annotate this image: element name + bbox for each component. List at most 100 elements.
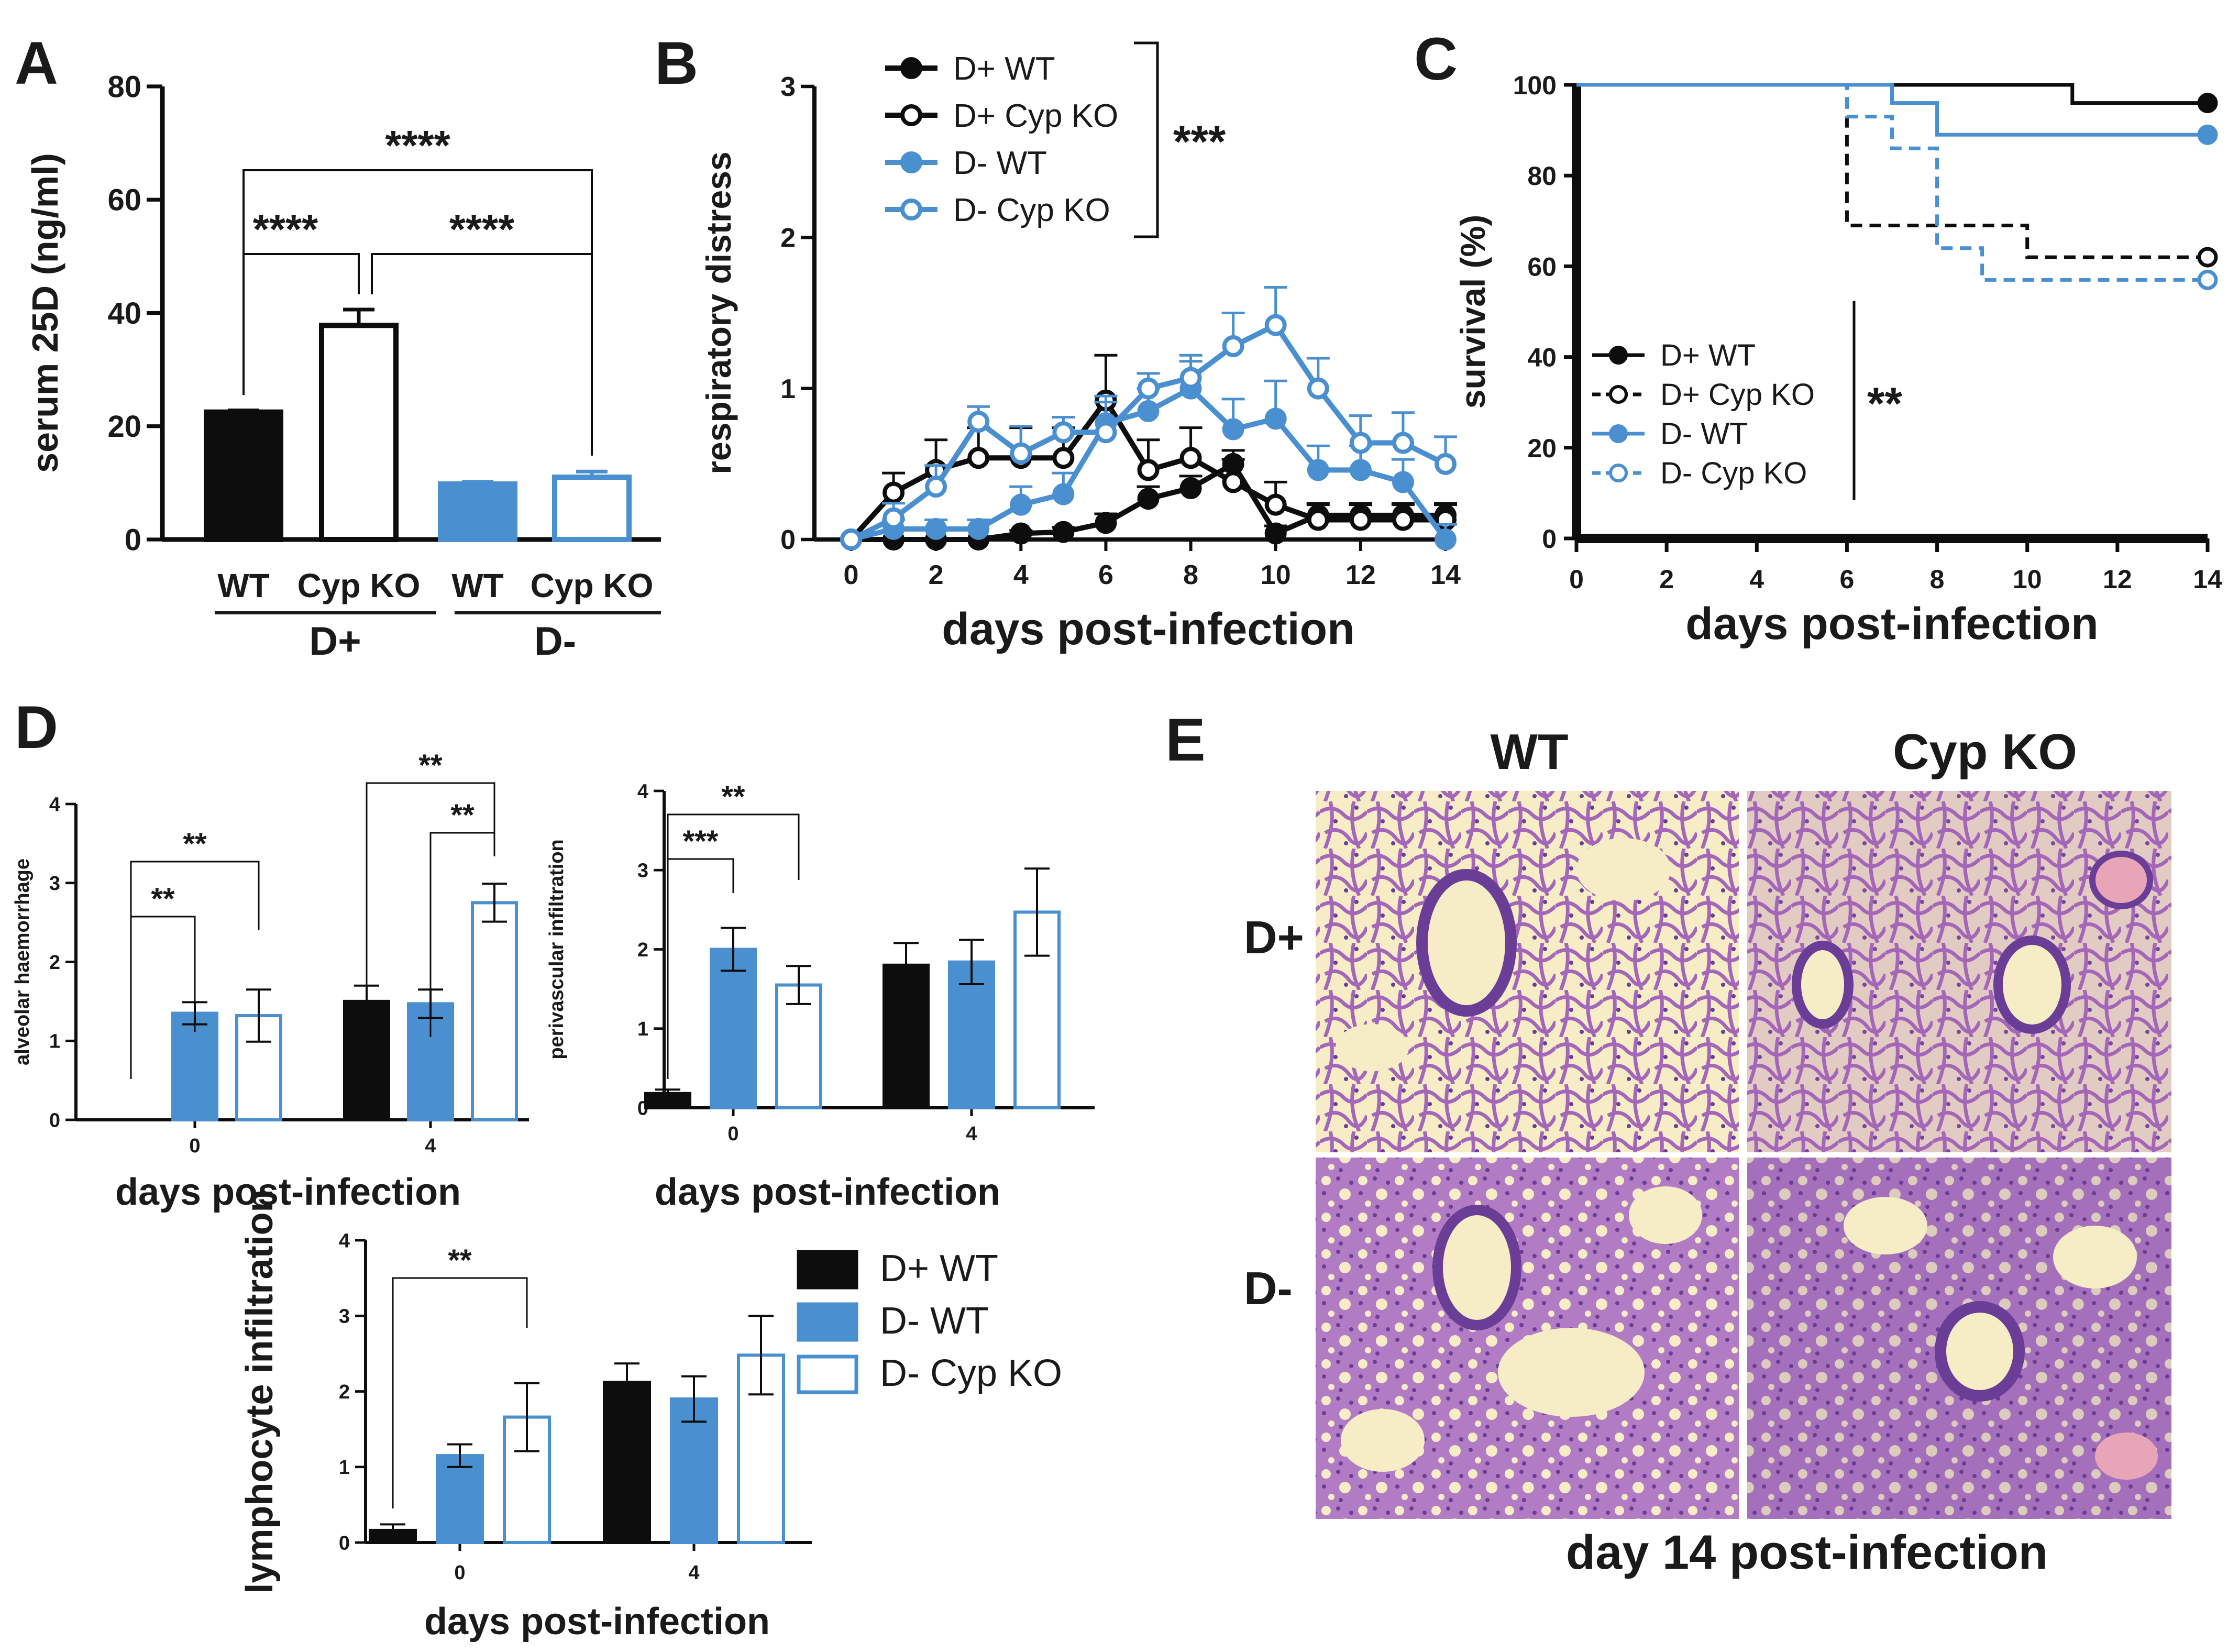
- significance-label: **: [151, 882, 175, 916]
- significance-bracket: [392, 1277, 528, 1508]
- x-tick-label: 8: [1930, 565, 1945, 594]
- data-point: [1137, 459, 1160, 481]
- y-axis-label: respiratory distress: [699, 151, 738, 474]
- data-point: [1095, 421, 1117, 444]
- y-tick-label: 3: [780, 72, 796, 102]
- survival-curve: [1576, 83, 2208, 282]
- legend: D+ WT D+ Cyp KO D- WT D- Cyp KO **: [1592, 301, 1902, 500]
- bar: [319, 323, 399, 542]
- histology-caption: day 14 post-infection: [1566, 1526, 2048, 1579]
- data-point: [1052, 421, 1075, 444]
- data-point: [925, 517, 947, 540]
- significance-label: ***: [683, 824, 719, 858]
- significance-label: ****: [449, 206, 515, 252]
- category-label: 4: [688, 1562, 699, 1584]
- category-label: 4: [966, 1123, 977, 1145]
- data-point: [1307, 377, 1329, 400]
- category-label: 0: [727, 1123, 738, 1145]
- x-tick-label: 0: [1569, 565, 1584, 594]
- group-label-dminus: D-: [534, 619, 576, 664]
- bar: [883, 963, 930, 1109]
- x-axis-label: days post-infection: [424, 1601, 770, 1643]
- significance-bracket: [242, 253, 360, 395]
- y-axis-label: survival (%): [1453, 215, 1492, 409]
- group-label-dplus: D+: [309, 619, 361, 664]
- panel-d1-chart: 0 1 2 3 4 alveolar haemorrhage days post-infec…: [12, 748, 529, 1213]
- series-3: [840, 285, 1457, 550]
- x-axis-label: days post-infection: [1685, 599, 2098, 649]
- bar: [775, 983, 822, 1109]
- y-tick-label: 4: [637, 780, 648, 802]
- histology-image-dplus-wt: [1316, 791, 1739, 1152]
- panel-label-e: E: [1165, 707, 1206, 774]
- y-tick-label: 4: [49, 794, 60, 816]
- data-point: [1010, 522, 1032, 545]
- y-axis-label: lymphocyte infiltration: [239, 1189, 281, 1593]
- y-tick-label: 20: [1527, 434, 1557, 463]
- panel-d-legend: D+ WT D- WT D- Cyp KO: [797, 1248, 1062, 1394]
- y-tick-label: 40: [1527, 343, 1557, 372]
- y-tick-label: 4: [339, 1230, 350, 1252]
- end-point: [2197, 124, 2218, 145]
- legend: D+ WT D+ Cyp KO D- WT D- Cyp KO ***: [885, 41, 1226, 238]
- panel-c-chart: 0 20 40 60 80 100 0 2 4 6 8 10 12 14 survival (%) days …: [1453, 71, 2222, 649]
- data-point: [840, 528, 862, 550]
- data-point: [1137, 377, 1160, 400]
- y-tick-label: 2: [339, 1381, 350, 1403]
- legend-marker: [1609, 464, 1628, 482]
- data-point: [967, 517, 990, 540]
- histology-col-wt: WT: [1490, 724, 1568, 780]
- legend-label: D+ WT: [880, 1248, 998, 1290]
- panel-d3-chart: 0 1 2 3 4 lymphocyte infiltration days post-in…: [239, 1189, 812, 1643]
- category-label: 0: [454, 1562, 465, 1584]
- bar: [204, 409, 283, 542]
- bar: [436, 1454, 484, 1545]
- y-axis-label: serum 25D (ng/ml): [25, 153, 65, 473]
- end-point: [2197, 93, 2218, 114]
- y-tick-label: 1: [49, 1031, 60, 1053]
- panel-label-d: D: [15, 694, 58, 761]
- data-point: [1179, 477, 1202, 499]
- significance-bracket: [667, 813, 800, 1079]
- legend-marker: [1609, 346, 1628, 365]
- y-tick-label: 0: [49, 1109, 60, 1131]
- legend-label: D+ WT: [1660, 338, 1756, 372]
- panel-e-histology: WT Cyp KO D+ D-: [1244, 724, 2171, 1579]
- significance-label: ****: [385, 122, 450, 169]
- bar: [471, 901, 518, 1121]
- y-tick-label: 20: [107, 410, 141, 444]
- data-point: [1052, 447, 1075, 469]
- x-tick-label: 4: [1749, 565, 1764, 594]
- y-axis-label: perivascular infiltration: [546, 839, 568, 1059]
- survival-curve: [1576, 83, 2208, 137]
- significance-bracket: [130, 861, 260, 1079]
- data-point: [1222, 335, 1244, 357]
- histology-image-dminus-wt: [1316, 1158, 1739, 1519]
- x-tick-label: 6: [1098, 560, 1113, 590]
- legend-marker: [900, 104, 922, 126]
- data-point: [1052, 521, 1075, 543]
- data-point: [1222, 471, 1244, 493]
- data-point: [925, 476, 947, 498]
- significance-label: **: [418, 748, 443, 783]
- x-tick-label: 10: [2013, 565, 2042, 594]
- significance-label: ***: [1173, 117, 1226, 167]
- legend-swatch: [797, 1250, 858, 1290]
- data-point: [1137, 400, 1160, 422]
- data-point: [1349, 509, 1372, 531]
- y-tick-label: 2: [637, 939, 648, 961]
- end-point: [2197, 269, 2218, 290]
- significance-label: **: [183, 827, 207, 861]
- bar: [948, 960, 995, 1109]
- significance-bracket: [429, 832, 495, 1037]
- legend-label: D- Cyp KO: [880, 1352, 1062, 1394]
- data-point: [1179, 447, 1202, 469]
- category-label: 4: [425, 1135, 436, 1157]
- legend-bracket: [1134, 41, 1159, 238]
- legend-label: D- Cyp KO: [953, 192, 1110, 228]
- bar: [670, 1397, 718, 1545]
- significance-label: **: [721, 780, 745, 814]
- category-label: Cyp KO: [297, 567, 421, 604]
